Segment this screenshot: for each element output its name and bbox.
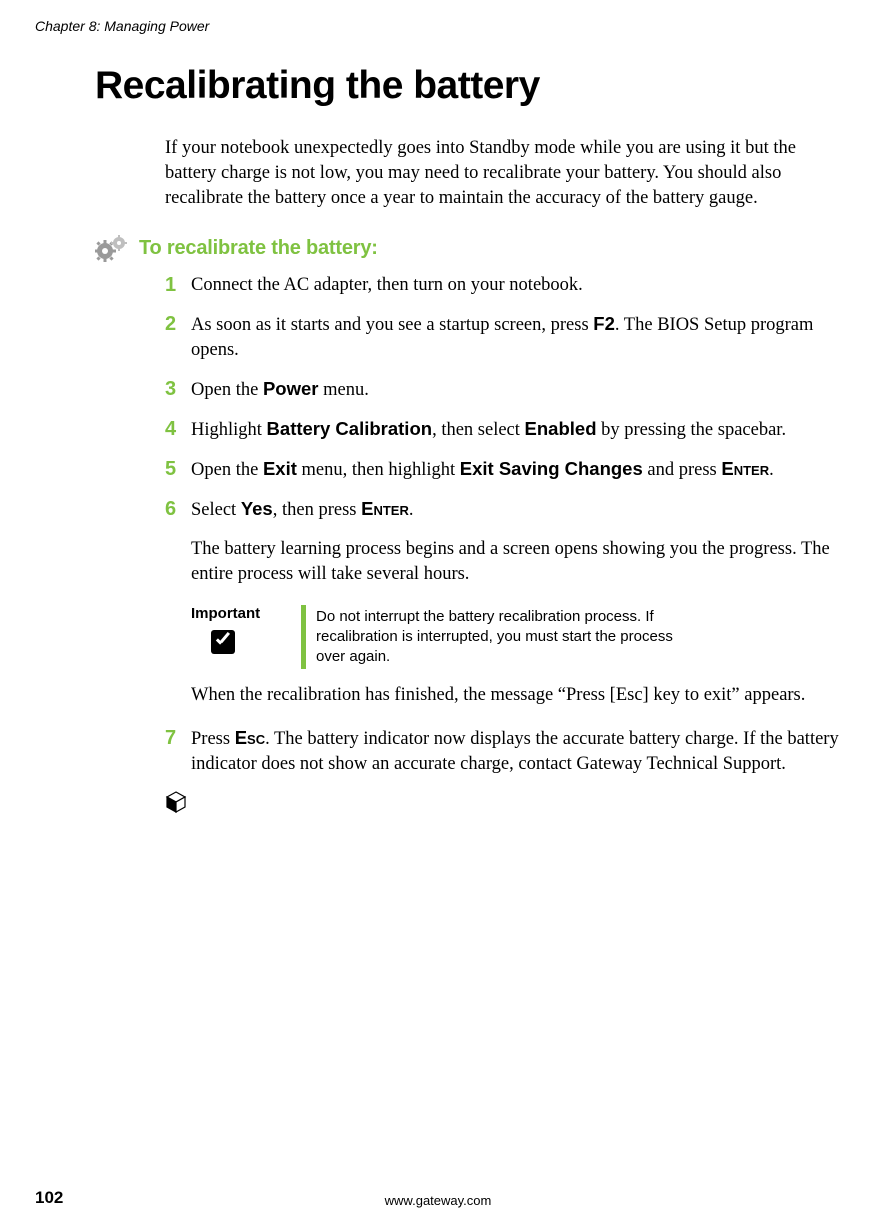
callout-label: Important [191,605,301,622]
option-label: Yes [241,498,273,519]
menu-label: Power [263,378,319,399]
cube-icon [165,791,841,818]
procedure-heading: To recalibrate the battery: [139,237,378,260]
page-title: Recalibrating the battery [95,64,841,108]
after-callout-paragraph: When the recalibration has finished, the… [191,683,841,708]
text-run: . [409,500,414,520]
step-number: 2 [165,312,181,336]
callout-divider [301,605,306,670]
step-5: 5 Open the Exit menu, then highlight Exi… [165,457,841,483]
running-head: Chapter 8: Managing Power [35,18,841,34]
step-number: 5 [165,457,181,481]
double-gear-icon [95,235,129,263]
key-label: Enter [721,458,769,479]
callout-left-column: Important [191,605,301,670]
key-label: Esc [235,727,265,748]
option-label: Enabled [525,418,597,439]
option-label: Battery Calibration [267,418,433,439]
text-run: . The battery indicator now displays the… [191,729,839,774]
option-label: Exit Saving Changes [460,458,643,479]
step-number: 7 [165,726,181,750]
step-7: 7 Press Esc. The battery indicator now d… [165,726,841,777]
step-text: Open the Power menu. [191,377,841,403]
step-text: Highlight Battery Calibration, then sele… [191,417,841,443]
page-footer: 102 www.gateway.com [35,1188,841,1208]
step-number: 6 [165,497,181,521]
step-text: As soon as it starts and you see a start… [191,312,841,363]
text-run: Select [191,500,241,520]
step-2: 2 As soon as it starts and you see a sta… [165,312,841,363]
step-number: 4 [165,417,181,441]
text-run: by pressing the spacebar. [597,420,787,440]
text-run: Press [191,729,235,749]
step-number: 1 [165,273,181,297]
step-6: 6 Select Yes, then press Enter. [165,497,841,523]
checkmark-badge-icon [211,630,235,654]
key-label: Enter [361,498,409,519]
text-run: and press [643,460,722,480]
text-run: As soon as it starts and you see a start… [191,315,593,335]
step-text: Press Esc. The battery indicator now dis… [191,726,841,777]
step-3: 3 Open the Power menu. [165,377,841,403]
important-callout: Important Do not interrupt the battery r… [191,605,811,670]
step-text: Connect the AC adapter, then turn on you… [191,273,841,298]
steps-list: 1 Connect the AC adapter, then turn on y… [165,273,841,523]
steps-list-continued: 7 Press Esc. The battery indicator now d… [165,726,841,777]
text-run: Open the [191,380,263,400]
page-number: 102 [35,1188,63,1208]
footer-url: www.gateway.com [385,1193,492,1208]
text-run: , then press [273,500,361,520]
step-1: 1 Connect the AC adapter, then turn on y… [165,273,841,298]
menu-label: Exit [263,458,297,479]
step-text: Select Yes, then press Enter. [191,497,841,523]
page: Chapter 8: Managing Power Recalibrating … [0,0,876,1230]
text-run: . [769,460,774,480]
text-run: , then select [432,420,524,440]
intro-paragraph: If your notebook unexpectedly goes into … [165,136,841,211]
text-run: Open the [191,460,263,480]
procedure-heading-row: To recalibrate the battery: [95,235,841,263]
step-number: 3 [165,377,181,401]
after-step-6-paragraph: The battery learning process begins and … [191,537,841,587]
text-run: menu, then highlight [297,460,460,480]
step-4: 4 Highlight Battery Calibration, then se… [165,417,841,443]
key-label: F2 [593,313,615,334]
text-run: Highlight [191,420,267,440]
text-run: menu. [318,380,368,400]
callout-body: Do not interrupt the battery recalibrati… [316,605,696,670]
step-text: Open the Exit menu, then highlight Exit … [191,457,841,483]
